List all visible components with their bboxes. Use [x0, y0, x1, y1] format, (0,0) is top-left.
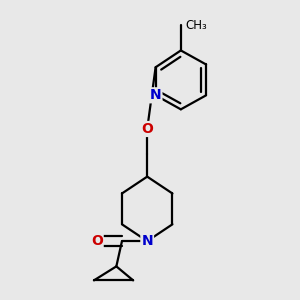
Text: CH₃: CH₃: [185, 19, 207, 32]
Text: O: O: [141, 122, 153, 136]
Text: N: N: [150, 88, 161, 102]
Text: N: N: [141, 234, 153, 248]
Text: O: O: [91, 234, 103, 248]
